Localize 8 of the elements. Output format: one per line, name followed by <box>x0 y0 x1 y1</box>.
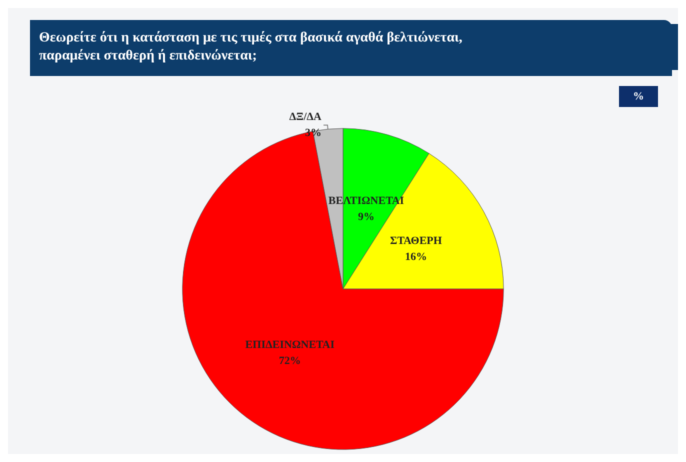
text: % <box>633 90 644 102</box>
chart-title: Θεωρείτε ότι η κατάσταση με τις τιμές στα βασικά αγαθά βελτιώνεται, παραμένει σταθερή ή επιδεινώνεται; <box>39 30 466 64</box>
data-label: 72% <box>278 355 301 368</box>
slice-label: ΕΠΙΔΕΙΝΩΝΕΤΑΙ <box>245 339 335 352</box>
slice-label: ΣΤΑΘΕΡΗ <box>390 234 442 247</box>
data-label: 16% <box>404 250 427 263</box>
slice-label: ΔΞ/ΔΑ <box>289 111 322 124</box>
data-label: 9% <box>358 211 374 224</box>
